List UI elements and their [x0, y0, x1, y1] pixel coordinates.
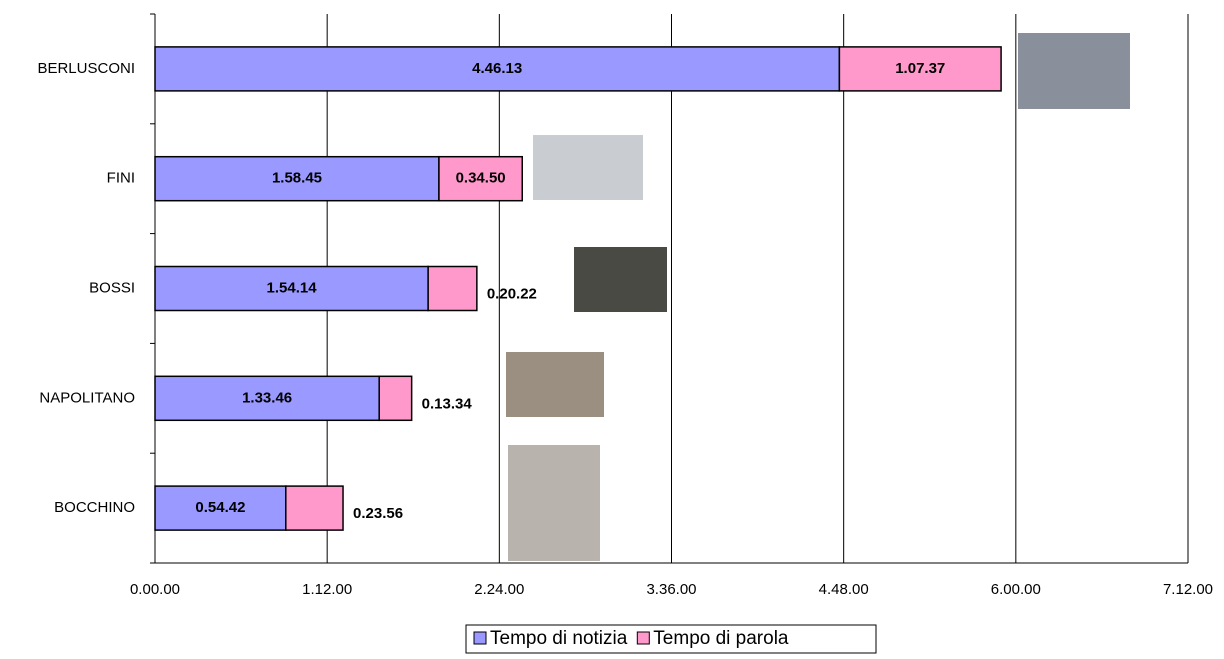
bar-segment — [838, 46, 1002, 92]
value-label: 4.46.13 — [472, 60, 522, 77]
bar-segment — [154, 155, 440, 202]
y-tick-label: FINI — [107, 170, 135, 187]
photo — [1018, 33, 1130, 109]
legend-swatch — [636, 631, 650, 645]
value-label: 0.23.56 — [353, 505, 403, 522]
y-tick-label: BOSSI — [89, 279, 135, 296]
y-tick-label: BERLUSCONI — [37, 60, 135, 77]
x-tick-label: 6.00.00 — [991, 581, 1041, 598]
y-tick-label: NAPOLITANO — [39, 389, 135, 406]
y-tick-label: BOCCHINO — [54, 499, 135, 516]
bar-segment — [154, 375, 380, 422]
value-label: 0.13.34 — [422, 395, 473, 412]
x-tick-label: 2.24.00 — [474, 581, 524, 598]
x-tick-label: 1.12.00 — [302, 581, 352, 598]
photo — [533, 135, 643, 200]
photo — [574, 247, 667, 312]
legend-label: Tempo di parola — [653, 628, 789, 649]
x-tick-label: 4.48.00 — [819, 581, 869, 598]
value-label: 1.07.37 — [895, 60, 945, 77]
bar-segment — [154, 485, 287, 531]
legend-label: Tempo di notizia — [490, 628, 628, 649]
bar-segment — [285, 485, 344, 531]
legend-swatch — [473, 631, 487, 645]
value-label: 0.20.22 — [487, 285, 537, 302]
legend-box — [465, 624, 877, 654]
photos — [506, 33, 1130, 561]
bar-segment — [378, 375, 413, 422]
value-label: 0.34.50 — [456, 170, 506, 187]
value-label: 1.54.14 — [267, 279, 318, 296]
bar-segment — [438, 155, 523, 202]
value-label: 1.33.46 — [242, 389, 292, 406]
bar-segment — [427, 265, 478, 312]
value-label: 1.58.45 — [272, 170, 322, 187]
x-tick-label: 3.36.00 — [646, 581, 696, 598]
value-label: 0.54.42 — [195, 499, 245, 516]
photo — [506, 352, 604, 417]
photo — [508, 445, 600, 561]
x-tick-label: 0.00.00 — [130, 581, 180, 598]
x-tick-label: 7.12.00 — [1163, 581, 1213, 598]
